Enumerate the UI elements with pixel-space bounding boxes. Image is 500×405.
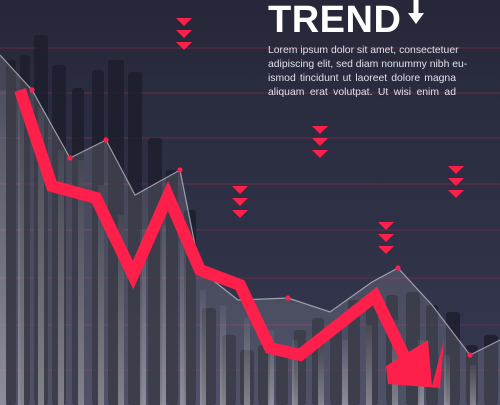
- chevron-mark: [448, 166, 464, 174]
- faded-bar: [58, 150, 64, 405]
- faded-bar: [292, 340, 298, 405]
- area-outline: [0, 54, 500, 356]
- faded-bar: [140, 230, 146, 405]
- body-paragraph: Lorem ipsum dolor sit amet, consectetuer…: [268, 44, 468, 100]
- page-title: TREND: [268, 0, 402, 41]
- trend-arrowhead-icon: [386, 340, 444, 388]
- faded-bar: [18, 95, 24, 405]
- chevron-mark: [378, 234, 394, 242]
- marker-dot: [177, 167, 183, 173]
- faded-bar: [78, 160, 84, 405]
- chevron-groups: [176, 18, 464, 254]
- chevron-mark: [176, 30, 192, 38]
- background-bar: [484, 335, 498, 405]
- faded-bar: [0, 90, 6, 405]
- double-chevron-down-icon: [232, 186, 248, 218]
- marker-dot: [395, 265, 401, 271]
- chevron-mark: [448, 190, 464, 198]
- marker-dot: [285, 295, 291, 301]
- faded-bar: [98, 185, 104, 405]
- faded-bar: [118, 215, 124, 405]
- chevron-mark: [232, 210, 248, 218]
- background-bar: [6, 60, 16, 405]
- faded-bar: [470, 365, 476, 405]
- area-shape: [0, 55, 500, 405]
- background-bar: [128, 72, 142, 405]
- double-chevron-down-icon: [448, 166, 464, 198]
- marker-dot: [103, 137, 109, 143]
- chevron-mark: [378, 222, 394, 230]
- background-bar: [330, 322, 342, 405]
- marker-dot: [467, 352, 473, 358]
- chevron-mark: [312, 126, 328, 134]
- body-line: aliquam erat volutpat. Ut wisi enim ad: [268, 87, 456, 98]
- chevron-mark: [176, 18, 192, 26]
- faded-bar: [200, 290, 206, 405]
- faded-bar: [220, 305, 226, 405]
- body-line: Lorem ipsum dolor sit amet, consectetuer: [268, 45, 459, 56]
- background-bar: [276, 352, 288, 405]
- down-arrow-icon: [408, 0, 424, 24]
- marker-dots: [29, 87, 473, 358]
- title-block: TREND: [268, 0, 468, 44]
- trend-line: [14, 88, 416, 371]
- foreground-bars: [0, 90, 476, 405]
- faded-bar: [444, 355, 450, 405]
- faded-bar: [244, 318, 250, 405]
- chevron-mark: [232, 198, 248, 206]
- marker-dot: [67, 155, 73, 161]
- background-bar: [348, 300, 360, 405]
- faded-bar: [38, 108, 44, 405]
- chevron-mark: [232, 186, 248, 194]
- faded-bar: [342, 340, 348, 405]
- faded-bar: [160, 225, 166, 405]
- faded-bar: [318, 345, 324, 405]
- double-chevron-down-icon: [312, 126, 328, 158]
- marker-dot: [29, 87, 35, 93]
- faded-bar: [268, 330, 274, 405]
- chevron-mark: [448, 178, 464, 186]
- chevron-mark: [312, 150, 328, 158]
- faded-bar: [180, 240, 186, 405]
- body-line: adipiscing elit, sed diam nonummy nibh e…: [268, 59, 468, 70]
- body-line: ismod tincidunt ut laoreet dolore magna: [268, 73, 456, 84]
- chevron-mark: [378, 246, 394, 254]
- faded-bar: [366, 325, 372, 405]
- background-bar: [258, 345, 270, 405]
- double-chevron-down-icon: [176, 18, 192, 50]
- double-chevron-down-icon: [378, 222, 394, 254]
- background-bar: [166, 170, 178, 405]
- chevron-mark: [176, 42, 192, 50]
- chevron-mark: [312, 138, 328, 146]
